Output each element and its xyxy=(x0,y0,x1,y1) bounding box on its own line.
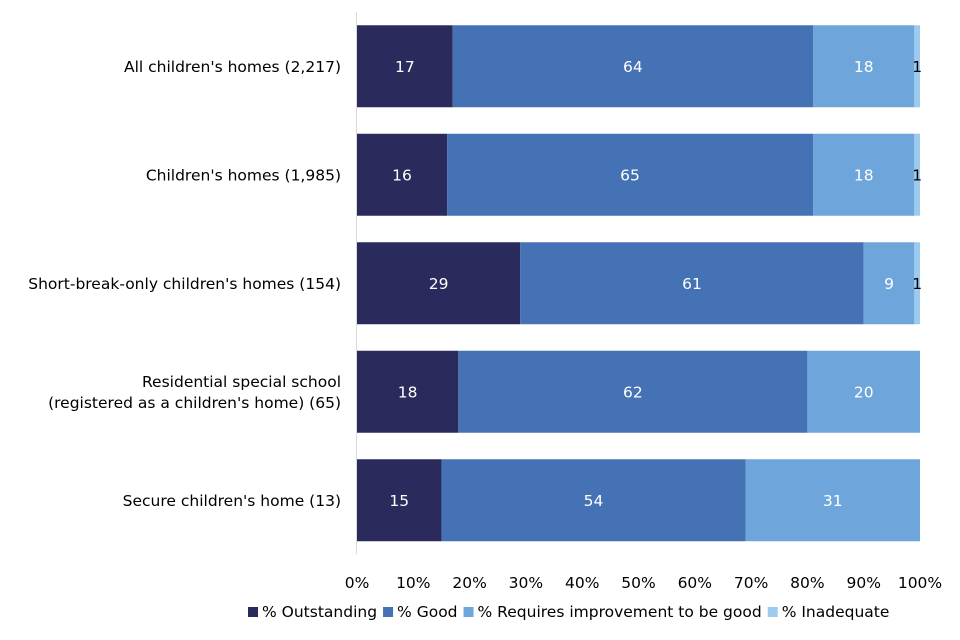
legend-swatch-2 xyxy=(383,607,394,617)
data-label-1-4: 1 xyxy=(912,58,922,76)
bar-segment-2-2 xyxy=(447,133,814,216)
bar-segment-1-2 xyxy=(452,25,814,108)
legend-swatch-1 xyxy=(248,607,258,617)
x-tick-label-2: 10% xyxy=(396,574,430,592)
category-label-5: Secure children's home (13) xyxy=(123,492,341,510)
data-label-4-2: 62 xyxy=(623,383,643,401)
data-label-3-4: 1 xyxy=(912,275,922,293)
data-label-2-4: 1 xyxy=(912,166,922,184)
legend: % Outstanding % Good % Requires improvemen… xyxy=(248,603,889,621)
data-label-2-2: 65 xyxy=(620,166,640,184)
legend-label-3: % Requires improvement to be good xyxy=(478,603,762,621)
bar-segment-3-2 xyxy=(520,242,864,325)
data-label-5-3: 31 xyxy=(823,492,843,510)
data-label-1-1: 17 xyxy=(395,58,415,76)
bar-segment-1-1 xyxy=(357,25,453,108)
bar-segment-5-2 xyxy=(441,459,746,542)
bar-segment-4-3 xyxy=(807,350,920,433)
legend-label-1: % Outstanding xyxy=(262,603,377,621)
bar-segment-5-1 xyxy=(357,459,442,542)
bars-group xyxy=(357,25,920,542)
bar-segment-2-3 xyxy=(813,133,915,216)
category-label-2: Children's homes (1,985) xyxy=(146,166,341,184)
legend-label-2: % Good xyxy=(397,603,457,621)
bar-segment-4-1 xyxy=(357,350,459,433)
x-tick-label-7: 60% xyxy=(678,574,712,592)
bar-segment-3-3 xyxy=(863,242,915,325)
category-label-4-line-1: Residential special school xyxy=(142,373,341,391)
x-tick-label-6: 50% xyxy=(621,574,655,592)
data-label-3-3: 9 xyxy=(884,275,894,293)
data-label-1-3: 18 xyxy=(854,58,874,76)
bar-segment-3-4 xyxy=(914,242,920,325)
bar-segment-4-2 xyxy=(458,350,808,433)
data-label-3-1: 29 xyxy=(429,275,449,293)
category-label-3: Short-break-only children's homes (154) xyxy=(28,275,341,293)
data-label-3-2: 61 xyxy=(682,275,702,293)
x-tick-label-5: 40% xyxy=(565,574,599,592)
bar-segment-2-4 xyxy=(914,133,920,216)
bar-segment-3-1 xyxy=(357,242,521,325)
legend-label-4: % Inadequate xyxy=(782,603,890,621)
category-labels-group: All children's homes (2,217) Children's h… xyxy=(28,58,341,510)
x-tick-label-10: 90% xyxy=(846,574,880,592)
data-label-5-1: 15 xyxy=(389,492,409,510)
category-label-1: All children's homes (2,217) xyxy=(124,58,341,76)
data-label-2-3: 18 xyxy=(854,166,874,184)
legend-swatch-4 xyxy=(767,607,778,617)
data-label-1-2: 64 xyxy=(623,58,643,76)
x-tick-label-3: 20% xyxy=(452,574,486,592)
data-label-2-1: 16 xyxy=(392,166,412,184)
data-label-5-2: 54 xyxy=(584,492,604,510)
bar-segment-5-3 xyxy=(745,459,920,542)
x-tick-label-8: 70% xyxy=(734,574,768,592)
bar-segment-1-3 xyxy=(813,25,915,108)
legend-swatch-3 xyxy=(463,607,474,617)
x-tick-label-4: 30% xyxy=(509,574,543,592)
x-tick-label-1: 0% xyxy=(345,574,370,592)
axis-group: 0% 10% 20% 30% 40% 50% 60% 70% 80% 90% 100% xyxy=(345,12,942,592)
x-tick-label-11: 100% xyxy=(898,574,942,592)
x-tick-label-9: 80% xyxy=(790,574,824,592)
bar-segment-2-1 xyxy=(357,133,448,216)
data-label-4-3: 20 xyxy=(854,383,874,401)
data-label-4-1: 18 xyxy=(398,383,418,401)
category-label-4-line-2: (registered as a children's home) (65) xyxy=(48,394,341,412)
bar-segment-1-4 xyxy=(914,25,920,108)
